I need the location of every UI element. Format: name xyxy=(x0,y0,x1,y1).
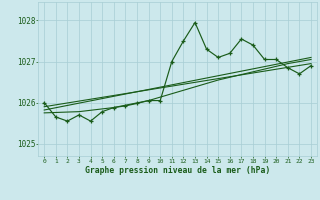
X-axis label: Graphe pression niveau de la mer (hPa): Graphe pression niveau de la mer (hPa) xyxy=(85,166,270,175)
